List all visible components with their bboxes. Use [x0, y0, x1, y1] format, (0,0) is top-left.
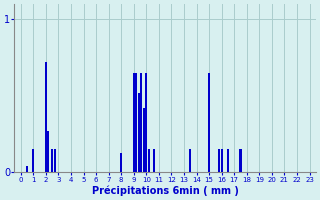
Bar: [153, 149, 155, 172]
Bar: [239, 149, 242, 172]
Bar: [135, 73, 137, 172]
Bar: [140, 73, 142, 172]
Bar: [47, 131, 50, 172]
Bar: [120, 153, 122, 172]
Bar: [227, 149, 229, 172]
Bar: [45, 62, 47, 172]
Bar: [138, 93, 140, 172]
X-axis label: Précipitations 6min ( mm ): Précipitations 6min ( mm ): [92, 185, 239, 196]
Bar: [208, 73, 210, 172]
Bar: [132, 73, 135, 172]
Bar: [51, 149, 53, 172]
Bar: [143, 108, 145, 172]
Bar: [220, 149, 223, 172]
Bar: [148, 149, 150, 172]
Bar: [26, 166, 28, 172]
Bar: [218, 149, 220, 172]
Bar: [32, 149, 35, 172]
Bar: [53, 149, 56, 172]
Bar: [189, 149, 191, 172]
Bar: [145, 73, 148, 172]
